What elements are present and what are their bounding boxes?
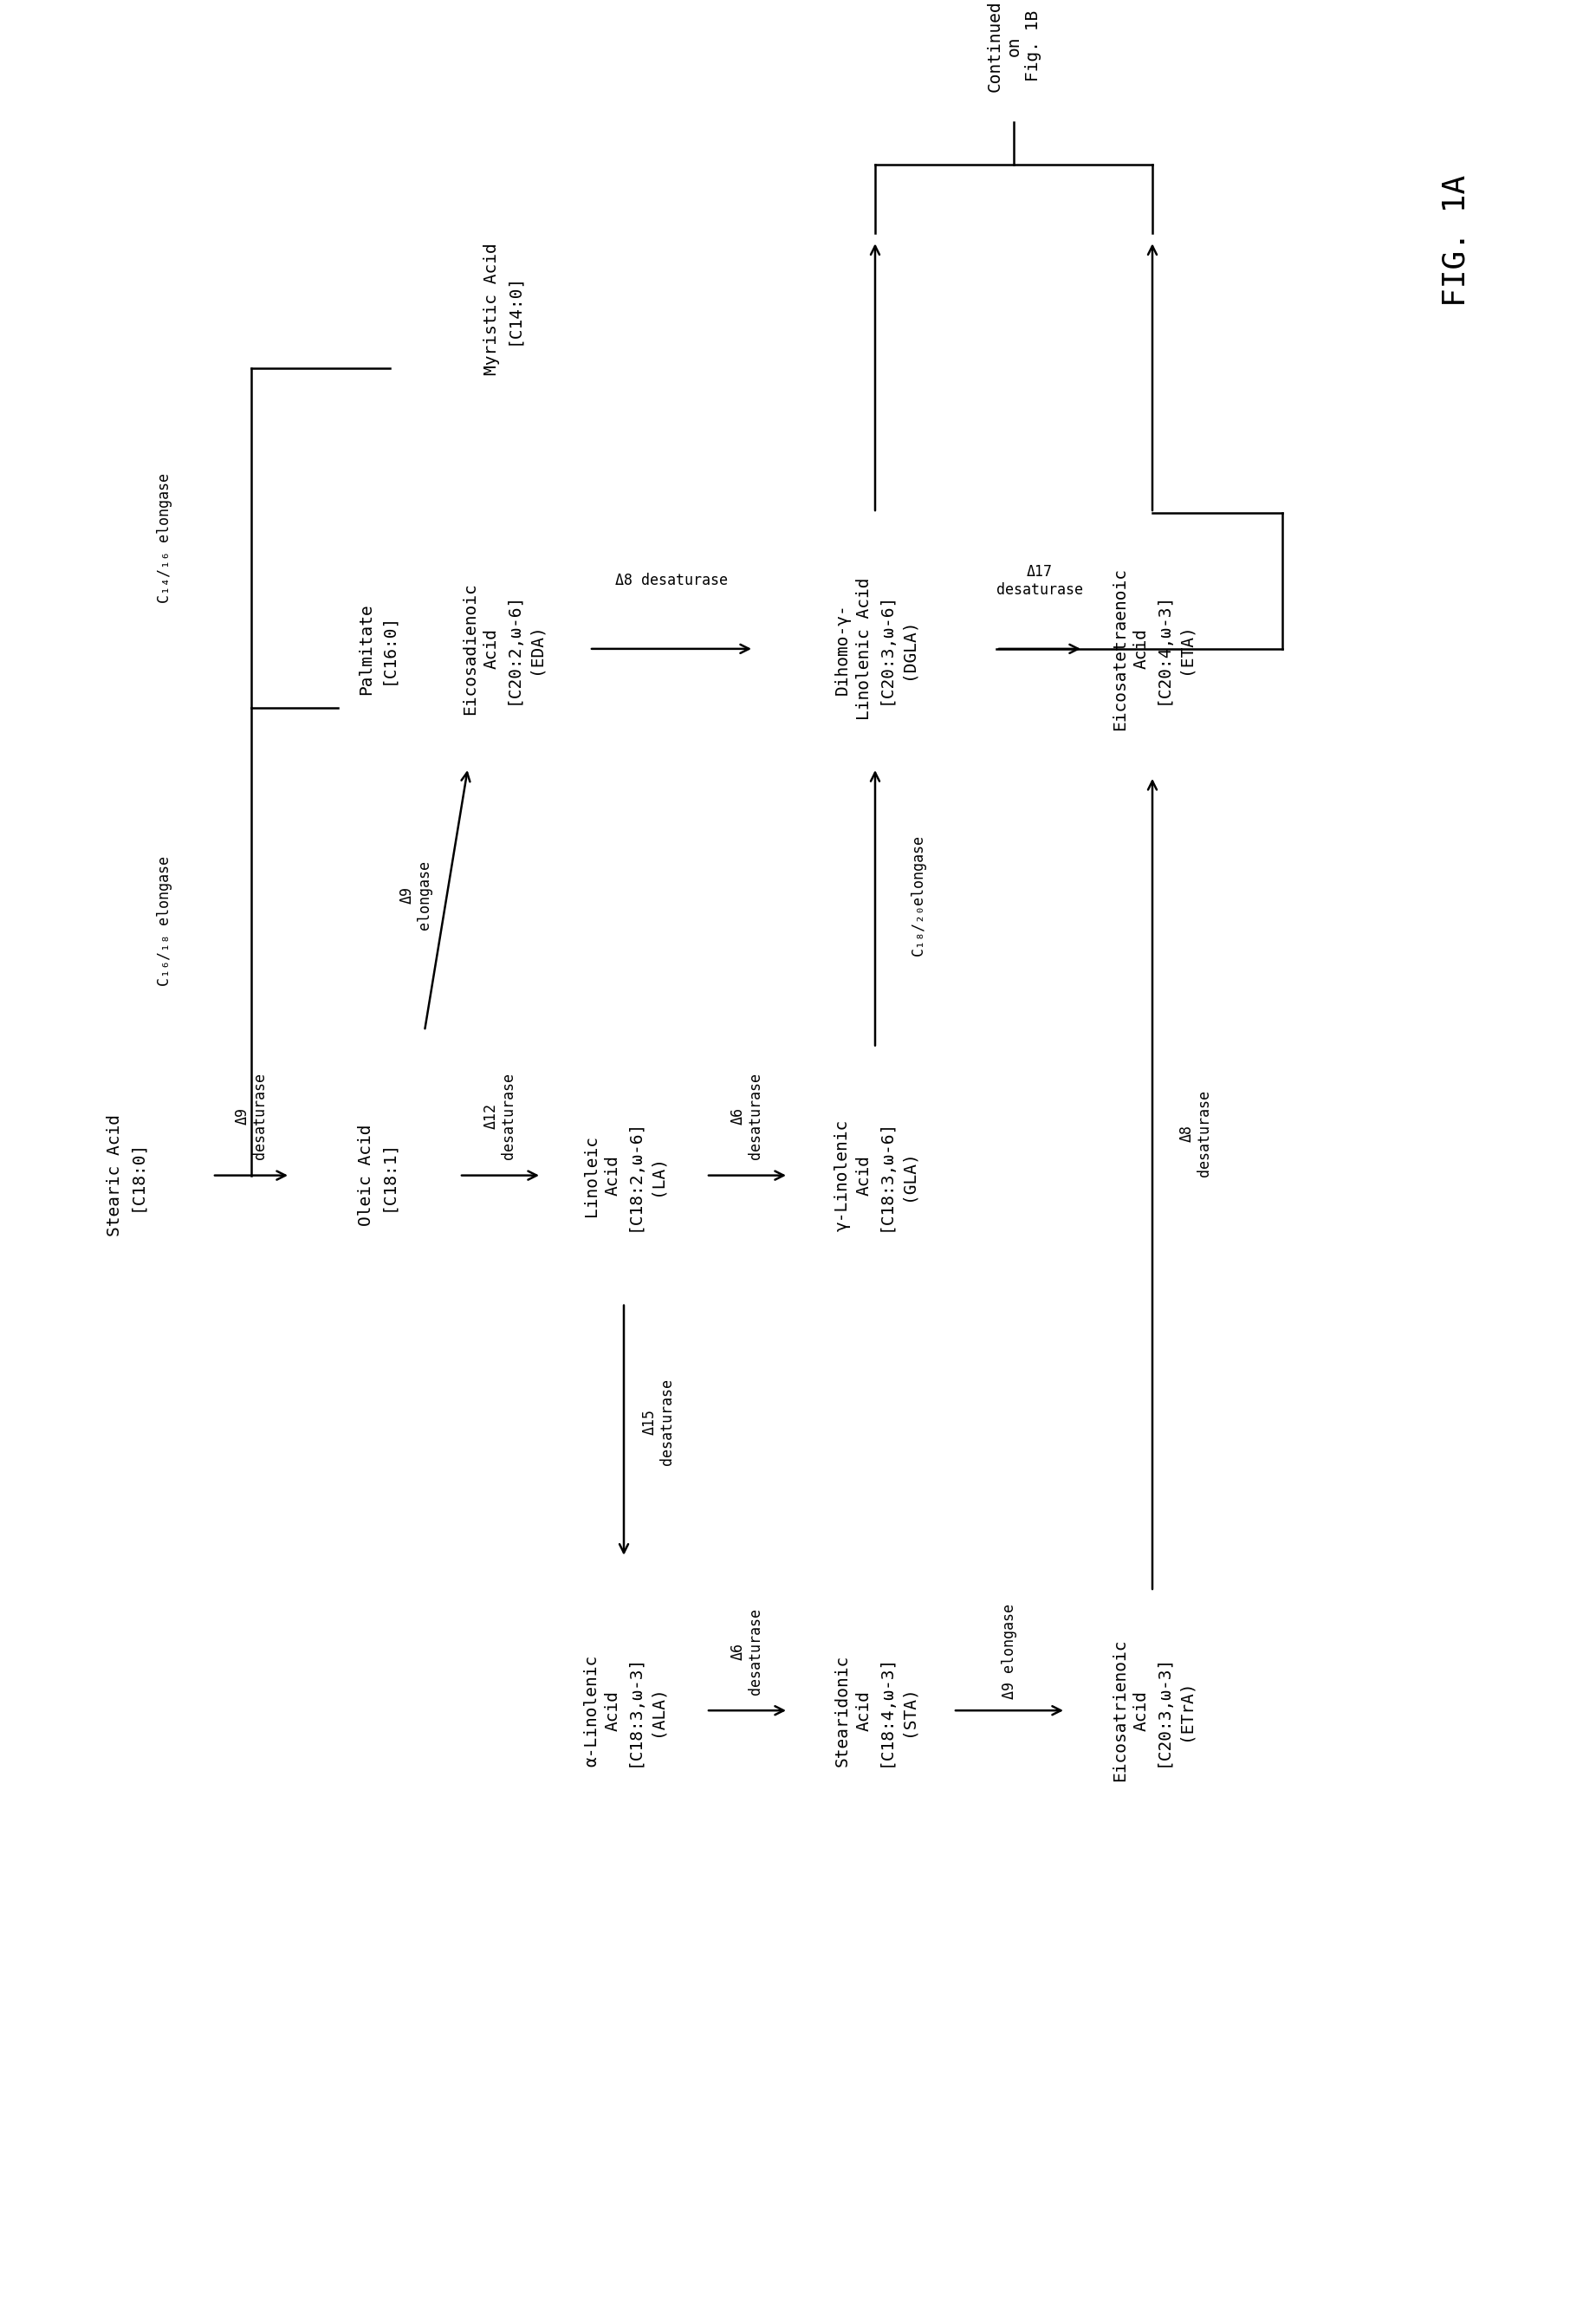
Text: Δ17
desaturase: Δ17 desaturase bbox=[996, 564, 1084, 597]
Text: α-Linolenic
Acid
[C18:3,ω-3]
(ALA): α-Linolenic Acid [C18:3,ω-3] (ALA) bbox=[583, 1656, 664, 1767]
Text: Δ6
desaturase: Δ6 desaturase bbox=[729, 1607, 764, 1695]
Text: Eicosadienoic
Acid
[C20:2,ω-6]
(EDA): Eicosadienoic Acid [C20:2,ω-6] (EDA) bbox=[461, 583, 543, 715]
Text: Δ9 elongase: Δ9 elongase bbox=[1002, 1605, 1017, 1700]
Text: Eicosatrienoic
Acid
[C20:3,ω-3]
(ETrA): Eicosatrienoic Acid [C20:3,ω-3] (ETrA) bbox=[1112, 1639, 1194, 1781]
Text: Oleic Acid
[C18:1]: Oleic Acid [C18:1] bbox=[358, 1124, 396, 1226]
Text: Stearidonic
Acid
[C18:4,ω-3]
(STA): Stearidonic Acid [C18:4,ω-3] (STA) bbox=[835, 1656, 916, 1767]
Text: Δ8 desaturase: Δ8 desaturase bbox=[614, 574, 728, 590]
Text: Linoleic
Acid
[C18:2,ω-6]
(LA): Linoleic Acid [C18:2,ω-6] (LA) bbox=[583, 1119, 664, 1231]
Text: Eicosatetraenoic
Acid
[C20:4,ω-3]
(ETA): Eicosatetraenoic Acid [C20:4,ω-3] (ETA) bbox=[1112, 567, 1194, 731]
Text: Palmitate
[C16:0]: Palmitate [C16:0] bbox=[358, 604, 396, 694]
Text: Δ8
desaturase: Δ8 desaturase bbox=[1179, 1089, 1213, 1177]
Text: Continued
on
Fig. 1B: Continued on Fig. 1B bbox=[986, 0, 1041, 91]
Text: Δ15
desaturase: Δ15 desaturase bbox=[642, 1379, 675, 1465]
Text: C₁₆/₁₈ elongase: C₁₆/₁₈ elongase bbox=[156, 854, 172, 985]
Text: C₁₄/₁₆ elongase: C₁₄/₁₆ elongase bbox=[156, 474, 172, 604]
Text: Δ9
elongase: Δ9 elongase bbox=[399, 861, 433, 929]
Text: Δ12
desaturase: Δ12 desaturase bbox=[484, 1073, 517, 1159]
Text: Stearic Acid
[C18:0]: Stearic Acid [C18:0] bbox=[107, 1115, 145, 1238]
Text: Myristic Acid
[C14:0]: Myristic Acid [C14:0] bbox=[484, 244, 522, 376]
Text: Δ6
desaturase: Δ6 desaturase bbox=[729, 1073, 764, 1159]
Text: C₁₈/₂₀elongase: C₁₈/₂₀elongase bbox=[911, 834, 926, 957]
Text: Δ9
desaturase: Δ9 desaturase bbox=[235, 1073, 268, 1159]
Text: FIG. 1A: FIG. 1A bbox=[1441, 174, 1470, 307]
Text: Dihomo-γ-
Linolenic Acid
[C20:3,ω-6]
(DGLA): Dihomo-γ- Linolenic Acid [C20:3,ω-6] (DG… bbox=[835, 578, 916, 720]
Text: γ-Linolenic
Acid
[C18:3,ω-6]
(GLA): γ-Linolenic Acid [C18:3,ω-6] (GLA) bbox=[835, 1119, 916, 1231]
